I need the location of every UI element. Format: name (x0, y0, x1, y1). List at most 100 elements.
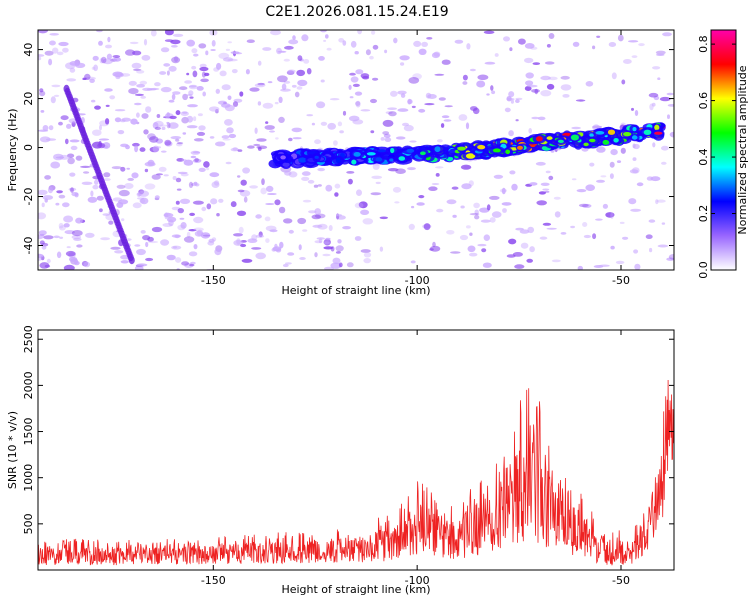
noise-blob (143, 38, 148, 46)
noise-blob (585, 81, 594, 87)
noise-blob (171, 93, 176, 101)
noise-blob (634, 110, 639, 116)
noise-blob (44, 264, 51, 268)
noise-blob (124, 183, 134, 189)
noise-blob (370, 192, 382, 196)
noise-blob (540, 90, 552, 97)
noise-blob (524, 57, 534, 64)
noise-blob (180, 111, 189, 117)
noise-blob (620, 147, 626, 154)
noise-blob (230, 201, 237, 208)
noise-blob (662, 32, 672, 37)
noise-blob (657, 77, 661, 80)
noise-blob (147, 236, 154, 242)
noise-blob (296, 69, 306, 77)
snr-x-ticks: -150 -100 -50 (201, 330, 630, 587)
noise-blob (451, 186, 459, 190)
noise-blob (260, 187, 267, 195)
noise-blob (49, 33, 59, 36)
noise-blob (596, 35, 601, 38)
noise-blob (454, 39, 464, 44)
noise-blob (400, 93, 406, 98)
noise-blob (156, 114, 161, 118)
noise-blob (113, 57, 122, 62)
noise-blob (314, 252, 318, 258)
noise-blob (411, 205, 415, 209)
noise-blob (111, 166, 122, 170)
noise-blob (466, 225, 471, 229)
noise-blob (360, 109, 371, 112)
noise-blob (346, 262, 354, 268)
noise-blob (210, 49, 216, 51)
noise-blob (193, 116, 197, 122)
noise-blob (50, 96, 56, 104)
noise-blob (160, 47, 170, 53)
ridge-core (406, 148, 415, 153)
noise-blob (241, 258, 253, 263)
noise-blob (631, 55, 638, 58)
noise-blob (316, 101, 326, 109)
noise-blob (424, 103, 435, 106)
noise-blob (462, 74, 468, 81)
ridge-core (366, 152, 376, 156)
ridge-core (375, 157, 383, 162)
noise-blob (339, 130, 344, 134)
noise-blob (40, 110, 45, 113)
noise-blob (158, 166, 167, 172)
y-tick-label: 40 (22, 43, 35, 57)
ridge-core (351, 159, 357, 165)
noise-blob (392, 186, 402, 193)
noise-blob (193, 227, 204, 232)
noise-blob (232, 101, 239, 107)
noise-blob (349, 96, 354, 99)
noise-blob (393, 37, 398, 44)
noise-blob (265, 238, 270, 244)
noise-blob (176, 188, 182, 191)
noise-blob (184, 80, 193, 84)
noise-blob (428, 186, 438, 191)
noise-blob (469, 213, 480, 216)
noise-blob (222, 57, 234, 62)
noise-blob (532, 62, 541, 65)
noise-blob (73, 261, 80, 266)
noise-blob (41, 245, 47, 250)
noise-blob (83, 171, 90, 174)
noise-blob (265, 121, 269, 124)
noise-blob (117, 130, 125, 135)
noise-blob (510, 99, 514, 104)
noise-blob (610, 245, 615, 250)
noise-blob (98, 138, 110, 141)
noise-blob (547, 76, 558, 81)
noise-blob (257, 101, 262, 106)
noise-blob (240, 179, 247, 186)
noise-blob (192, 158, 202, 163)
noise-blob (230, 147, 239, 152)
noise-blob (80, 165, 91, 168)
noise-blob (301, 176, 310, 181)
noise-blob (224, 119, 233, 126)
noise-blob (291, 127, 303, 133)
noise-blob (548, 33, 555, 39)
noise-blob (175, 177, 182, 183)
noise-blob (214, 248, 222, 256)
noise-blob (143, 129, 149, 135)
noise-blob (193, 181, 198, 185)
noise-blob (363, 258, 372, 264)
noise-blob (375, 181, 381, 185)
noise-blob (287, 69, 296, 73)
noise-blob (362, 218, 374, 225)
noise-blob (162, 223, 173, 227)
noise-blob (50, 161, 61, 169)
noise-blob (540, 182, 550, 186)
noise-blob (666, 257, 674, 261)
noise-blob (323, 39, 327, 42)
noise-blob (515, 119, 519, 122)
noise-blob (609, 173, 614, 180)
noise-blob (194, 157, 199, 163)
noise-blob (342, 110, 347, 116)
noise-blob (388, 111, 397, 117)
noise-blob (278, 116, 285, 123)
noise-blob (179, 86, 188, 91)
noise-blob (337, 239, 342, 244)
noise-blob (435, 166, 444, 169)
